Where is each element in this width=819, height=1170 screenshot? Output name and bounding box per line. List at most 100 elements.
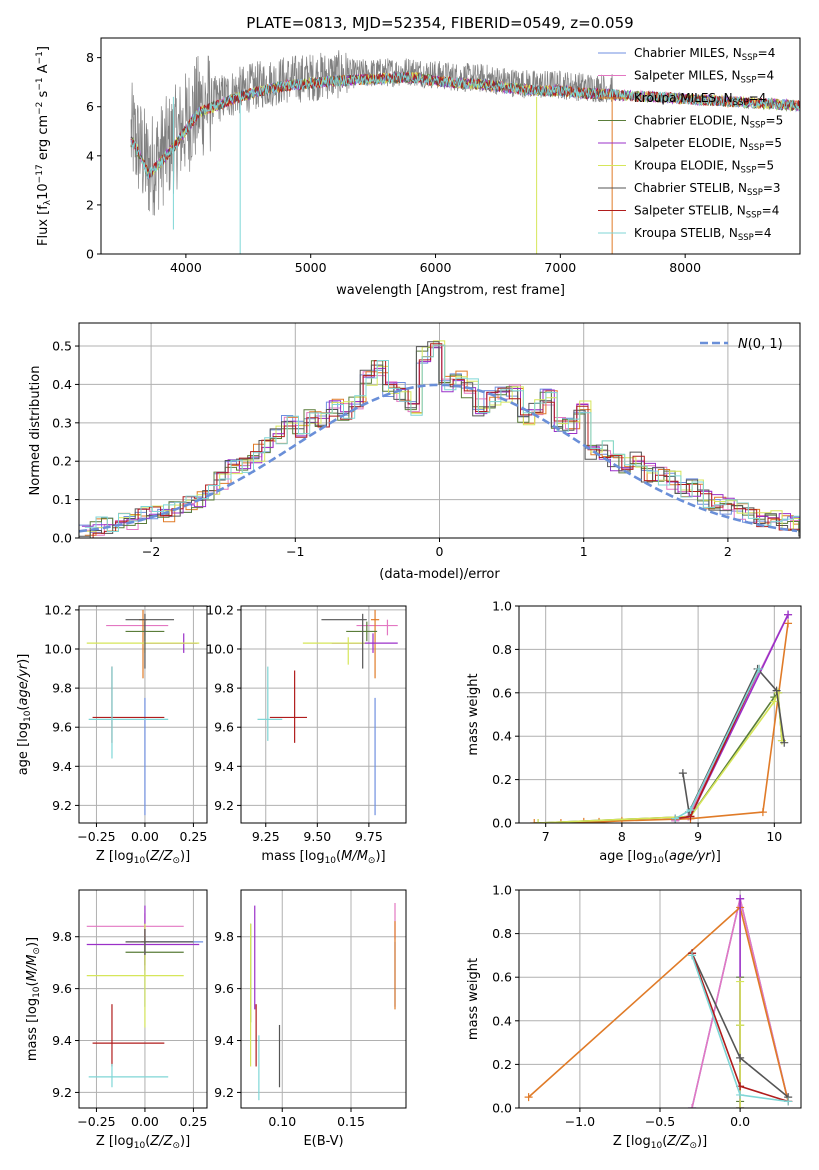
residual-histogram (84, 344, 800, 532)
weight-marker (770, 697, 779, 706)
y-tick-label: 0.1 (52, 492, 72, 507)
x-tick-label: 10 (766, 829, 782, 844)
weight_vs_Z-plot-area (524, 894, 793, 1108)
weight-marker (688, 951, 697, 960)
x-tick-label: 0.00 (131, 1114, 159, 1129)
mass_vs_Z-panel: −0.25 0.00 0.259.29.49.69.8Z [log10(Z/Z⊙)]… (25, 889, 208, 1151)
legend-subscript: SSP (750, 121, 766, 131)
y-axis-label: mass weight (466, 958, 481, 1040)
label-part: 10 (651, 1141, 663, 1151)
label-part: age/yr (669, 849, 712, 864)
y-tick-label: 1.0 (492, 599, 512, 614)
weight-marker (736, 1021, 745, 1030)
weight-marker (736, 977, 745, 986)
label-part: )] (697, 1134, 707, 1149)
x-tick-label: −0.5 (645, 1114, 675, 1129)
legend-text: Kroupa MILES, N (634, 91, 733, 105)
label-part: mass [log (261, 849, 324, 864)
x-tick-label: 9.75 (355, 829, 383, 844)
label-part: ( (145, 849, 150, 864)
mass_vs_Z-plot-area (86, 905, 204, 1088)
weight-marker (617, 816, 626, 823)
x-tick-label: −2 (142, 544, 160, 559)
y-tick-label: 0.6 (492, 685, 512, 700)
y-axis-label: mass weight (466, 673, 481, 755)
weight-marker (686, 805, 695, 814)
residuals-plot-area (79, 340, 800, 538)
spectrum-panel: 4000 5000 6000 7000 8000 0 2 4 6 8 Chabrier MILES,… (35, 37, 801, 298)
label-part: )] (180, 849, 190, 864)
label-part: 10 (23, 710, 33, 722)
y-tick-label: 0.2 (492, 772, 512, 787)
y-tick-label: 10.0 (206, 642, 234, 657)
y-tick-label: 0.8 (492, 926, 512, 941)
spectrum-plot-area (130, 50, 800, 254)
label-part: λ (43, 199, 53, 205)
label-part: ⊙ (689, 1141, 697, 1151)
y-tick-label: 2 (86, 197, 94, 212)
weight-marker (736, 1104, 745, 1108)
model-line (130, 71, 800, 180)
label-part: Z [log (96, 849, 134, 864)
x-axis-label: Z [log10(Z/Z⊙)] (96, 849, 190, 866)
y-axis-label: Normed distribution (28, 366, 43, 496)
y-tick-label: 0 (86, 247, 94, 262)
legend-value: =3 (763, 181, 781, 195)
legend-text: Kroupa STELIB, N (634, 226, 738, 240)
y-tick-label: 9.4 (214, 759, 234, 774)
x-tick-label: 2 (724, 544, 732, 559)
legend-subscript: SSP (746, 211, 762, 221)
label-part: mass [log (25, 998, 40, 1061)
label-part: )] (375, 849, 385, 864)
label-part: ⊙ (172, 856, 180, 866)
x-tick-label: −1.0 (565, 1114, 595, 1129)
label-part: 10 (36, 183, 51, 200)
label-part: ( (336, 849, 341, 864)
weight-marker (784, 1097, 793, 1106)
weight-marker (688, 1104, 697, 1108)
label-part: Z [log (96, 1134, 134, 1149)
label-part: ( (664, 849, 669, 864)
label-part: age [log (16, 722, 31, 775)
label-part: ] (36, 46, 51, 51)
legend-label: Chabrier ELODIE, NSSP=5 (634, 114, 783, 131)
label-part: Flux [f (36, 205, 51, 246)
label-part: 10 (652, 856, 664, 866)
weight-marker (595, 817, 604, 823)
weight-marker (524, 1093, 533, 1102)
x-axis-label: mass [log10(M/M⊙)] (261, 849, 385, 866)
y-tick-label: 9.6 (52, 720, 72, 735)
figure-title: PLATE=0813, MJD=52354, FIBERID=0549, z=0… (246, 14, 633, 32)
plot-panels: 4000 5000 6000 7000 8000 0 2 4 6 8 Chabrier MILES,… (16, 37, 802, 1151)
y-tick-label: 9.8 (52, 929, 72, 944)
mass_vs_ebv-frame (240, 889, 407, 1109)
y-tick-label: 0.5 (52, 339, 72, 354)
weight-marker (534, 819, 543, 823)
label-part: −1 (35, 51, 45, 64)
x-tick-label: 6000 (420, 260, 452, 275)
legend-subscript: SSP (738, 233, 754, 243)
mass_vs_ebv-plot-area (250, 902, 396, 1101)
x-tick-label: 7 (542, 829, 550, 844)
x-tick-label: −0.25 (77, 829, 115, 844)
legend-text: Salpeter MILES, N (634, 69, 741, 83)
weight-line (538, 692, 783, 823)
label-part: ⊙ (172, 1141, 180, 1151)
y-tick-label: 0.4 (492, 1013, 512, 1028)
y-tick-label: 0.6 (492, 970, 512, 985)
y-tick-label: 10.2 (44, 602, 72, 617)
y-tick-label: 9.8 (52, 681, 72, 696)
x-tick-label: 7000 (544, 260, 576, 275)
y-tick-label: 0.0 (492, 1101, 512, 1116)
legend-text: Kroupa ELODIE, N (634, 159, 741, 173)
legend-value: =5 (756, 159, 774, 173)
label-part: Z/Z (149, 1134, 173, 1149)
y-tick-label: 9.6 (214, 720, 234, 735)
y-tick-label: 0.0 (492, 816, 512, 831)
legend-text: Chabrier ELODIE, N (634, 114, 750, 128)
label-part: −2 (35, 102, 45, 115)
legend-text: (0, 1) (748, 337, 783, 352)
label-part: M/M (25, 955, 40, 982)
y-tick-label: 1.0 (492, 883, 512, 898)
y-axis-label: mass [log10(M/M⊙)] (25, 937, 42, 1061)
